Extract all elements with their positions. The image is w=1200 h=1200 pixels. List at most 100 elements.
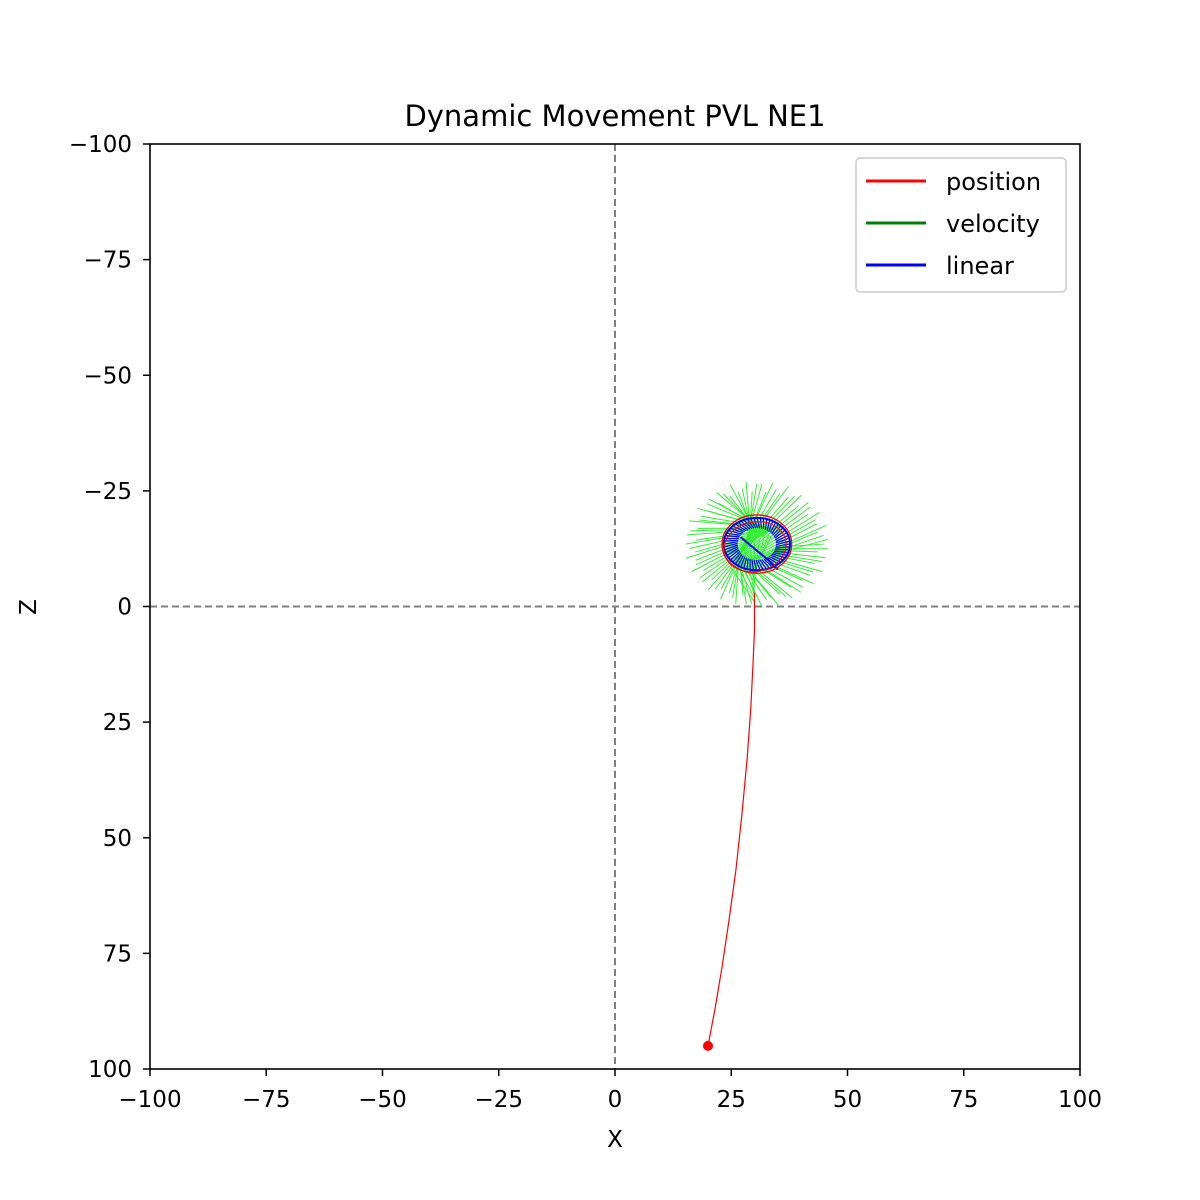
linear-vector: [746, 558, 749, 570]
linear-vector: [735, 523, 747, 532]
linear-vector: [743, 557, 748, 569]
x-tick-label: 100: [1058, 1087, 1102, 1113]
velocity-vector: [737, 505, 799, 559]
series-layer: [703, 514, 793, 1051]
y-axis-label: Z: [16, 599, 42, 615]
linear-vector: [772, 525, 782, 536]
velocity-vector: [754, 533, 770, 573]
x-axis-label: X: [607, 1127, 623, 1153]
x-tick-label: −25: [474, 1087, 523, 1113]
linear-loop: [722, 516, 791, 572]
linear-vector: [759, 559, 768, 570]
x-tick-label: −50: [358, 1087, 407, 1113]
legend-position-label: position: [946, 168, 1041, 196]
linear-vector: [726, 546, 739, 553]
linear-vector: [756, 517, 761, 529]
chart-title: Dynamic Movement PVL NE1: [404, 99, 825, 133]
linear-vector: [775, 532, 787, 541]
linear-vector: [775, 537, 789, 544]
linear-vector: [761, 559, 771, 569]
linear-vector: [724, 541, 738, 545]
linear-vector: [759, 517, 763, 529]
velocity-vector: [745, 559, 793, 599]
y-tick-label: −25: [83, 479, 132, 505]
x-tick-label: 0: [608, 1087, 623, 1113]
start-marker: [703, 1040, 713, 1051]
linear-vector: [732, 525, 745, 533]
linear-vector: [737, 555, 744, 567]
linear-vector: [743, 519, 753, 530]
velocity-vector: [768, 552, 823, 563]
linear-vector: [768, 520, 774, 532]
y-tick-label: −100: [69, 132, 132, 158]
linear-vector: [755, 559, 761, 571]
y-tick-label: −50: [83, 363, 132, 389]
velocity-vector: [737, 494, 802, 558]
linear-vector: [752, 517, 759, 529]
linear-vector: [724, 542, 738, 548]
y-tick-label: 50: [103, 826, 132, 852]
velocity-vector: [766, 553, 815, 564]
linear-vector: [749, 517, 757, 529]
plot-area: [149, 143, 1081, 1070]
linear-vector: [751, 559, 755, 571]
position-trajectory: [707, 592, 756, 1047]
linear-vector: [730, 551, 741, 561]
linear-vector: [724, 539, 739, 542]
x-tick-label: −75: [242, 1087, 291, 1113]
linear-vector: [746, 518, 755, 529]
y-tick-label: −75: [83, 248, 132, 274]
x-ticks: −100 −75 −50 −25 0 25 50 75 100: [118, 1069, 1102, 1113]
linear-vector: [737, 521, 749, 531]
legend-velocity-label: velocity: [946, 210, 1040, 238]
y-tick-label: 100: [88, 1057, 132, 1083]
velocity-vector: [737, 491, 757, 539]
velocity-vector: [745, 481, 752, 542]
velocity-vector: [754, 558, 803, 581]
x-tick-label: 50: [833, 1087, 862, 1113]
velocity-vector: [746, 523, 817, 561]
velocity-vector: [754, 531, 775, 569]
legend-linear-label: linear: [946, 252, 1014, 280]
velocity-vector: [741, 513, 809, 560]
velocity-vector: [685, 528, 774, 545]
linear-vector: [740, 556, 746, 568]
linear-vector: [725, 544, 738, 551]
linear-vector: [740, 520, 751, 530]
velocity-vector: [752, 558, 804, 588]
linear-vector: [766, 519, 771, 531]
linear-vector: [774, 530, 785, 539]
linear-vector: [775, 535, 788, 542]
velocity-vector: [743, 559, 787, 598]
legend-box: [855, 157, 1067, 293]
linear-segment: [739, 536, 779, 571]
linear-vector: [775, 540, 789, 546]
linear-vector: [730, 527, 744, 534]
position-loop-inner: [723, 521, 787, 573]
linear-vector: [769, 522, 777, 533]
y-tick-label: 0: [117, 595, 132, 621]
velocity-vector: [764, 554, 823, 573]
x-tick-label: 75: [949, 1087, 978, 1113]
velocity-vector: [734, 561, 755, 599]
x-tick-label: −100: [118, 1087, 181, 1113]
linear-vector: [734, 553, 743, 565]
velocity-vector: [730, 567, 755, 603]
velocity-vector: [748, 545, 755, 588]
y-tick-label: 25: [103, 710, 132, 736]
linear-vector: [732, 552, 742, 563]
y-tick-label: 75: [103, 941, 132, 967]
linear-vector: [763, 558, 774, 568]
linear-vector: [753, 559, 758, 572]
linear-vector: [728, 549, 740, 558]
linear-vector: [771, 523, 779, 535]
x-tick-label: 25: [717, 1087, 746, 1113]
reference-lines: [150, 144, 1080, 1069]
velocity-vector: [740, 482, 774, 550]
linear-vector: [757, 559, 765, 571]
linear-vector: [727, 547, 739, 556]
linear-vector: [773, 527, 784, 538]
linear-vector: [728, 530, 742, 535]
position-loop: [721, 514, 793, 574]
